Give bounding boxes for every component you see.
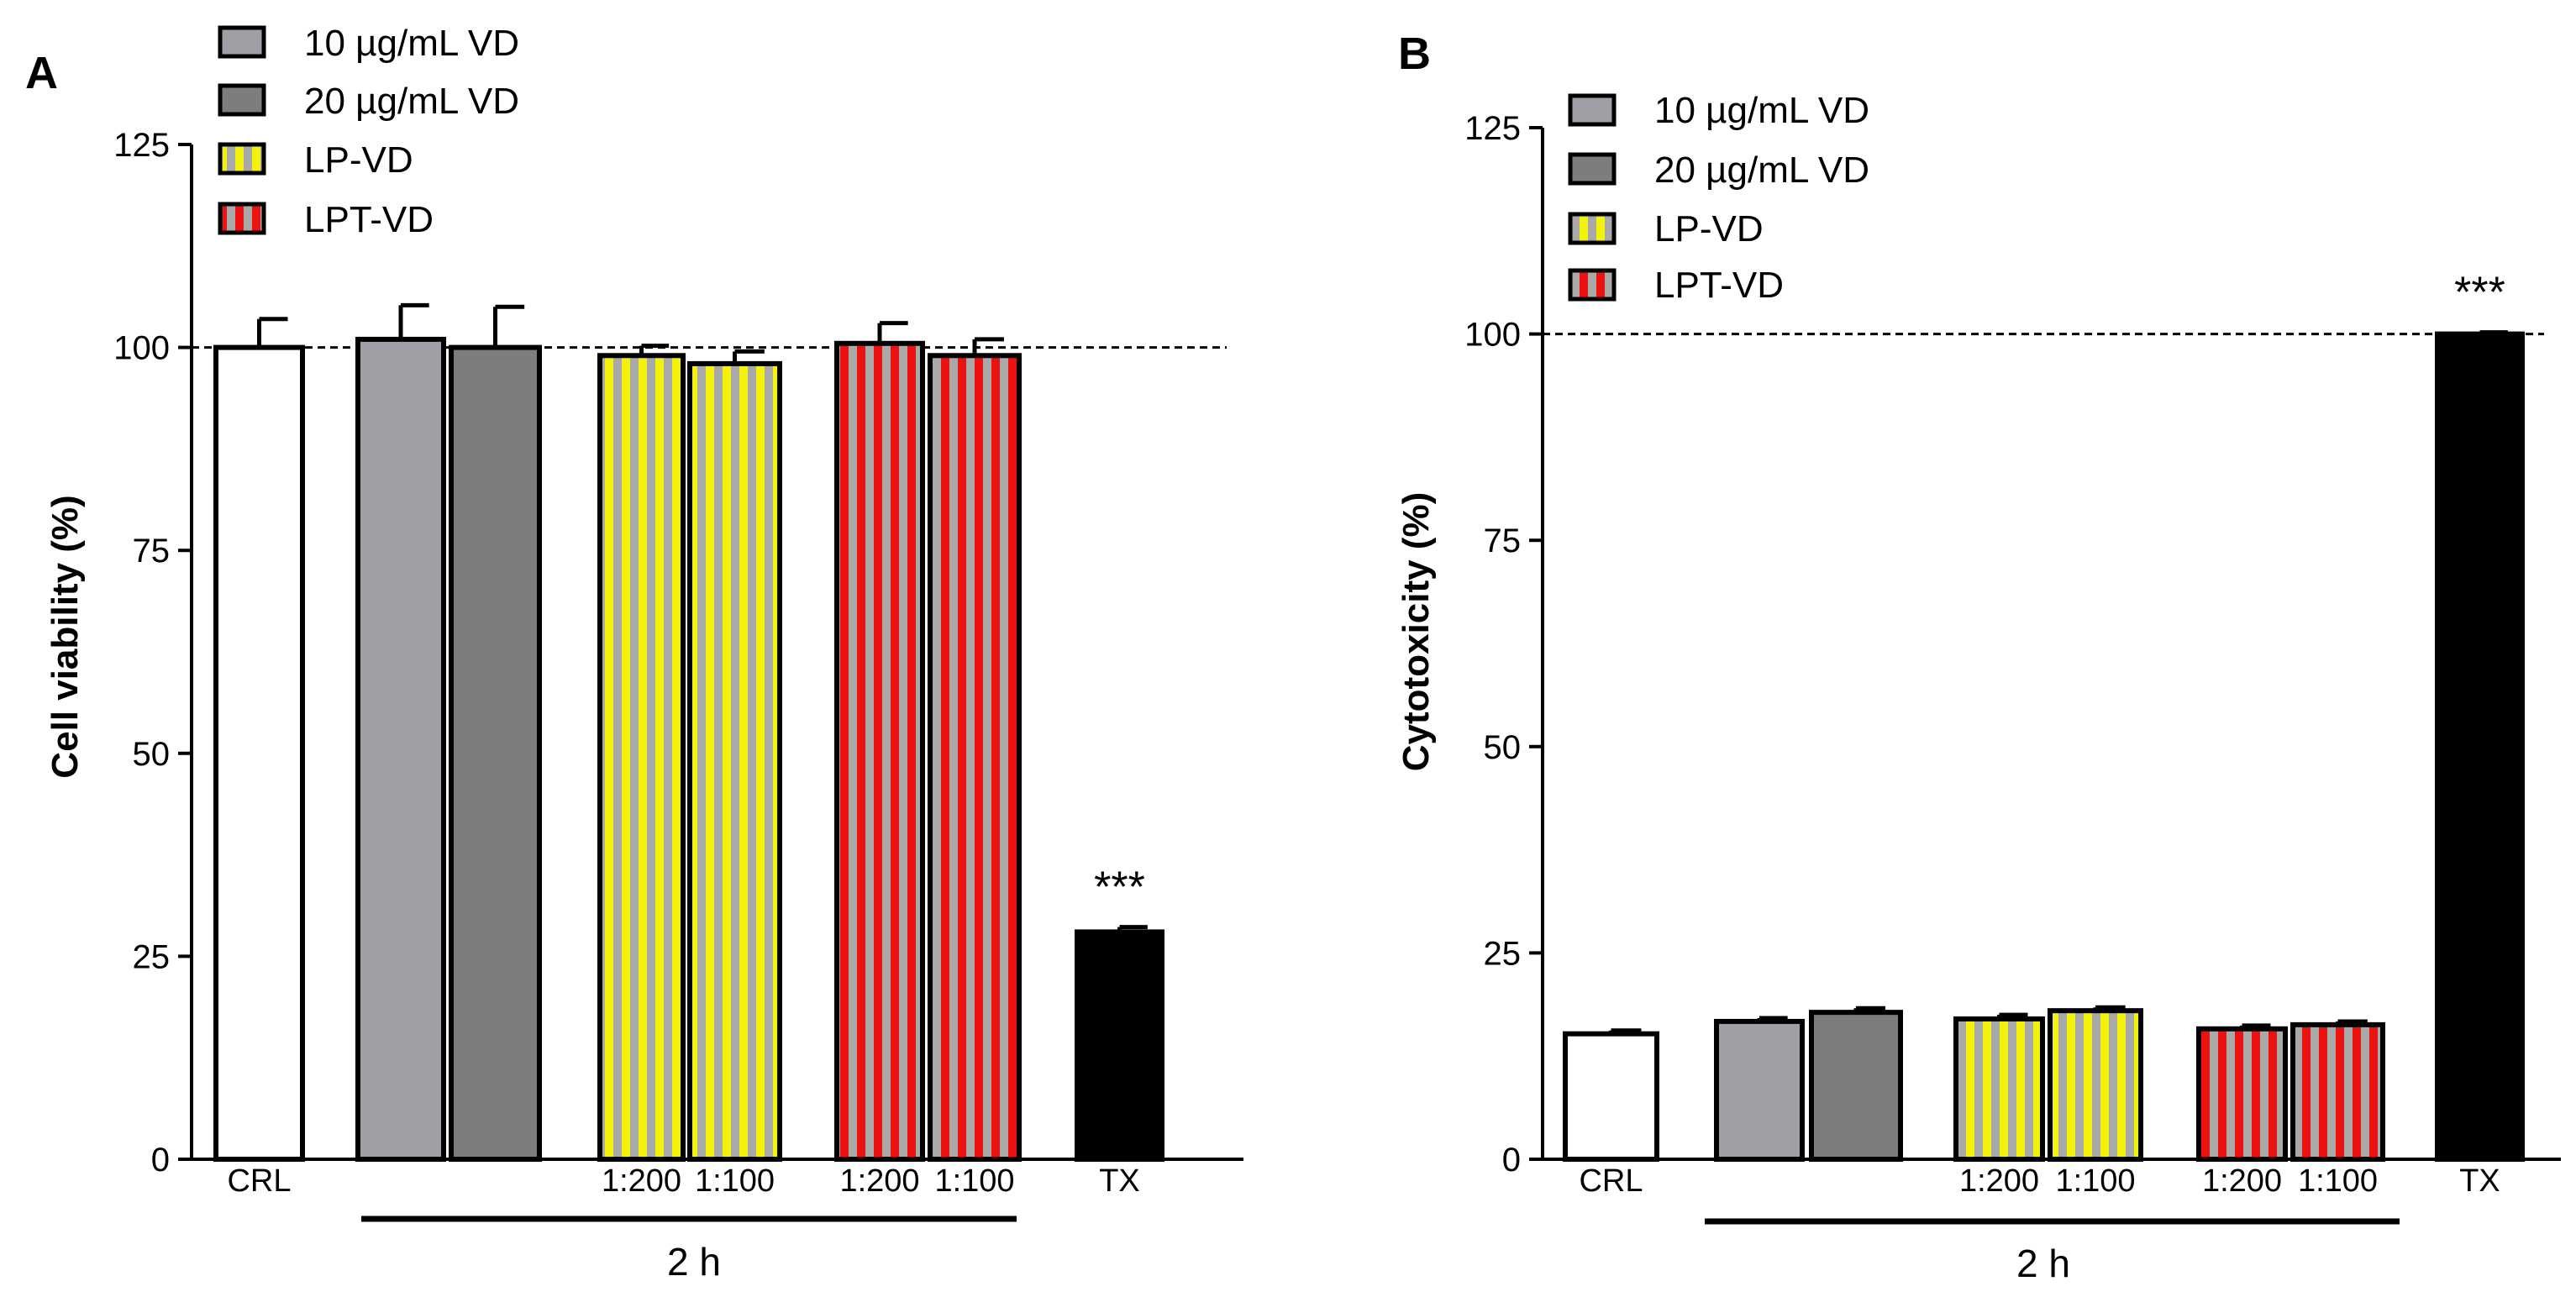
bar	[687, 360, 782, 1163]
legend-label: 10 µg/mL VD	[304, 23, 519, 64]
y-tick-label: 0	[151, 1142, 170, 1179]
group-label: 2 h	[667, 1240, 721, 1284]
bar	[2048, 1008, 2143, 1162]
bar-group: 1:100	[2290, 1019, 2385, 1199]
bar-group: TX ***	[2435, 269, 2525, 1199]
y-tick-label: 25	[133, 938, 171, 975]
y-tick-label: 100	[113, 330, 170, 367]
bar	[1075, 929, 1164, 1162]
legend-label: LPT-VD	[1654, 265, 1784, 306]
y-tick-label: 100	[1464, 317, 1521, 354]
group-label: 2 h	[2016, 1242, 2070, 1285]
bar	[1953, 1016, 2045, 1162]
bar	[2435, 331, 2525, 1163]
legend-item-20-vd: 20 µg/mL VD	[218, 81, 519, 122]
bar	[2290, 1021, 2385, 1162]
bar-group: 1:200	[834, 321, 925, 1199]
x-tick-label: 1:100	[2298, 1163, 2378, 1199]
y-axis-label: Cell viability (%)	[45, 495, 86, 778]
legend: 10 µg/mL VD 20 µg/mL VD LP-VD LPT-VD	[218, 23, 519, 240]
y-tick-label: 125	[1464, 110, 1521, 147]
legend-swatch	[218, 83, 266, 117]
bar	[449, 344, 542, 1163]
legend-swatch	[218, 142, 266, 176]
bar-group: 1:200	[2196, 1023, 2288, 1199]
x-tick-label: 1:200	[602, 1163, 681, 1199]
legend-label: LPT-VD	[304, 199, 434, 240]
bar	[1809, 1010, 1903, 1163]
bar-group: 1:200	[597, 344, 686, 1199]
x-tick-label: 1:100	[695, 1163, 775, 1199]
bar	[355, 336, 446, 1163]
bar-group: TX ***	[1075, 864, 1164, 1199]
y-tick-label: 50	[133, 736, 171, 773]
y-tick-label: 75	[133, 533, 171, 570]
x-tick-label: CRL	[227, 1163, 291, 1199]
y-tick-label: 75	[1484, 522, 1522, 559]
x-tick-label: 1:200	[1959, 1163, 2039, 1199]
legend-item-10-vd: 10 µg/mL VD	[218, 23, 519, 64]
legend-label: 20 µg/mL VD	[304, 81, 519, 122]
y-tick-label: 0	[1502, 1142, 1521, 1179]
panel-label: B	[1398, 29, 1431, 79]
x-tick-label: 1:200	[839, 1163, 919, 1199]
panel-label: A	[25, 48, 58, 98]
legend-label: LP-VD	[1654, 208, 1764, 249]
legend-item-lpt-vd: LPT-VD	[218, 199, 434, 240]
x-tick-label: 1:200	[2202, 1163, 2282, 1199]
legend-item-lpt-vd: LPT-VD	[1568, 265, 1784, 306]
legend-swatch	[1568, 268, 1617, 302]
bar-group	[1714, 1016, 1805, 1163]
bar-group	[1809, 1006, 1903, 1163]
legend-swatch	[218, 202, 266, 235]
legend-swatch	[1568, 93, 1617, 127]
bar	[2196, 1026, 2288, 1162]
bar-group: 1:100	[2048, 1005, 2143, 1199]
bar-group: CRL	[1563, 1028, 1659, 1199]
legend-label: 20 µg/mL VD	[1654, 150, 1869, 191]
legend-item-20-vd: 20 µg/mL VD	[1568, 150, 1869, 191]
panel-a: A Cell viability (%) 10 µg/mL VD 20 µg/m…	[25, 23, 1243, 1284]
legend-item-10-vd: 10 µg/mL VD	[1568, 90, 1869, 131]
legend-swatch	[1568, 152, 1617, 186]
legend-label: LP-VD	[304, 139, 413, 181]
y-tick-label: 125	[113, 127, 170, 164]
plot-area: CRL 1:200 1:100 1:200 1:100 TX ***	[1543, 269, 2544, 1199]
significance-annotation: ***	[1094, 864, 1145, 912]
bar-group: CRL	[213, 317, 305, 1199]
legend-label: 10 µg/mL VD	[1654, 90, 1869, 131]
bar	[1714, 1018, 1805, 1163]
legend-swatch	[218, 25, 266, 59]
legend-item-lp-vd: LP-VD	[1568, 208, 1764, 249]
bar	[597, 353, 686, 1163]
x-tick-label: CRL	[1579, 1163, 1643, 1199]
y-tick-label: 50	[1484, 729, 1522, 766]
legend-item-lp-vd: LP-VD	[218, 139, 413, 181]
x-tick-label: TX	[2459, 1163, 2500, 1199]
bar	[1563, 1031, 1659, 1162]
bar-group: 1:100	[687, 349, 782, 1199]
legend: 10 µg/mL VD 20 µg/mL VD LP-VD LPT-VD	[1568, 90, 1869, 306]
bar	[213, 344, 305, 1163]
bar-group	[355, 302, 446, 1163]
x-tick-label: TX	[1099, 1163, 1140, 1199]
significance-annotation: ***	[2454, 269, 2505, 318]
bar-group: 1:200	[1953, 1012, 2045, 1199]
y-axis-label: Cytotoxicity (%)	[1396, 492, 1437, 771]
bar-group	[449, 304, 542, 1163]
bar	[834, 340, 925, 1162]
panel-b: B Cytotoxicity (%) 10 µg/mL VD 20 µg/mL …	[1396, 29, 2561, 1285]
bar-group: 1:100	[928, 337, 1022, 1199]
x-tick-label: 1:100	[2055, 1163, 2135, 1199]
y-tick-label: 25	[1484, 935, 1522, 972]
legend-swatch	[1568, 212, 1617, 245]
x-tick-label: 1:100	[934, 1163, 1014, 1199]
plot-area: CRL 1:200 1:100 1:200 1:100 TX ***	[192, 302, 1227, 1199]
bar	[928, 353, 1022, 1163]
